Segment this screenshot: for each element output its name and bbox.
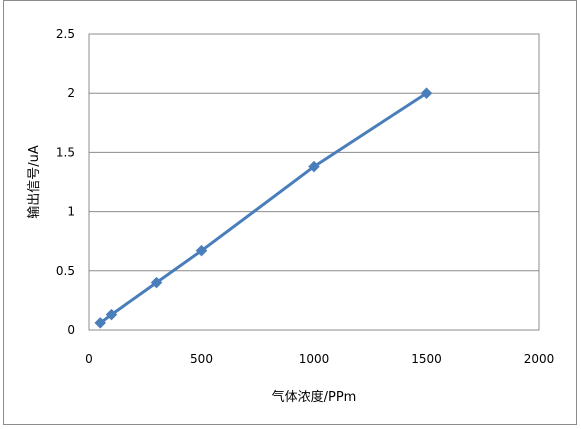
y-tick-label: 1 [67,205,75,219]
series-layer [94,87,433,329]
x-tick-label: 2000 [524,352,555,366]
data-point-marker [150,276,163,289]
plot-area-border [88,33,540,331]
data-point-marker [420,87,433,100]
x-tick-label: 500 [190,352,213,366]
y-axis-title: 输出信号/uA [26,145,42,219]
x-tick-label: 1500 [411,352,442,366]
y-tick-label: 0 [67,323,75,337]
y-tick-label: 2.5 [56,27,75,41]
data-point-marker [308,160,320,173]
data-point-marker [105,308,118,321]
x-tick-label: 0 [85,352,93,366]
data-point-marker [195,244,208,257]
data-point-marker [94,317,107,329]
y-tick-label: 2 [67,86,75,100]
y-tick-label: 0.5 [56,264,75,278]
y-tick-label: 1.5 [56,145,75,159]
outer-border [3,0,577,425]
x-axis-ticks: 0 500 1000 1500 2000 [85,352,554,366]
x-tick-label: 1000 [299,352,330,366]
y-axis-ticks: 0 0.5 1 1.5 2 2.5 [56,27,75,337]
x-axis-title: 气体浓度/PPm [272,389,357,405]
